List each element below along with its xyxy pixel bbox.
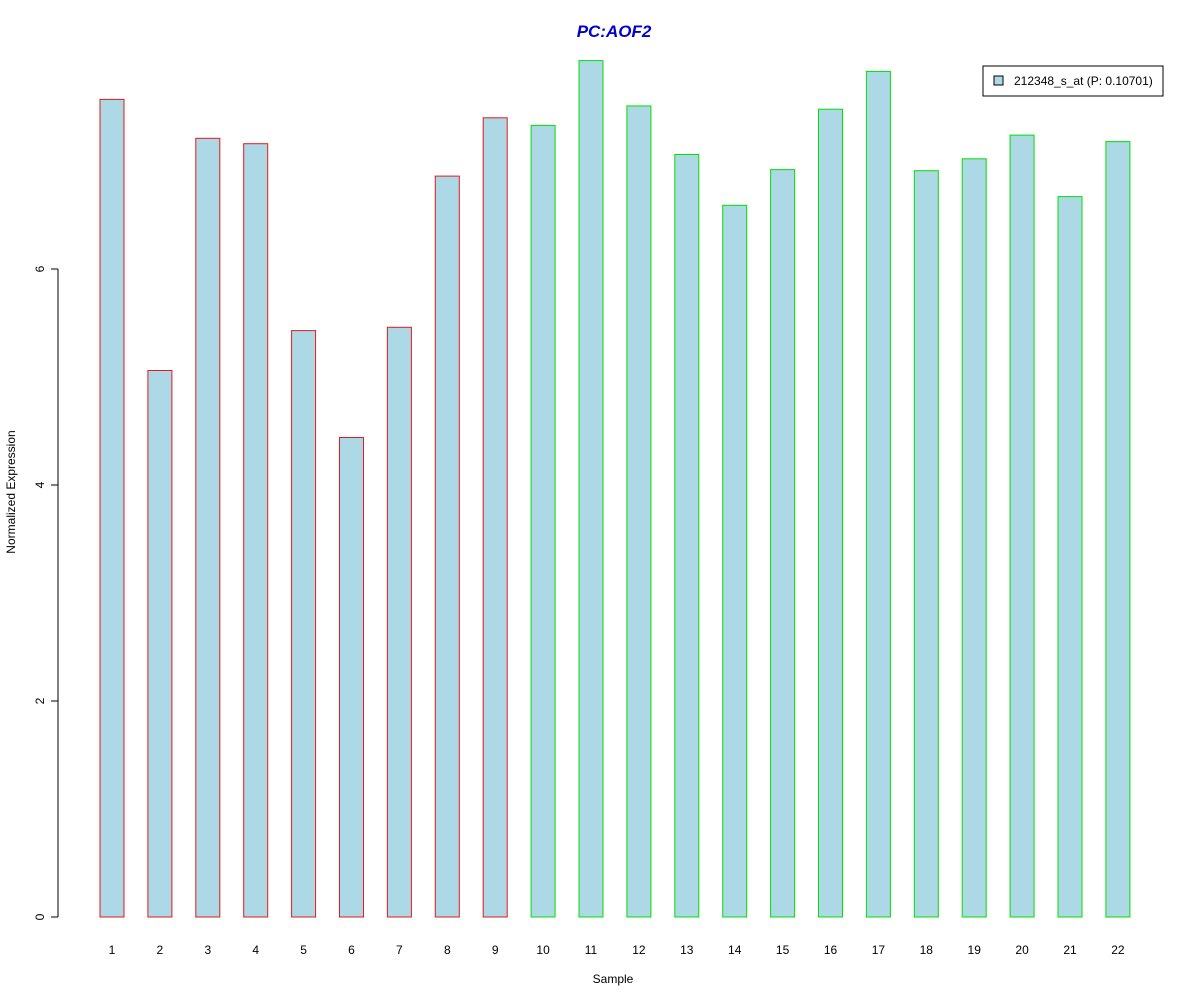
x-tick-label: 10 [536,943,550,957]
bar-sample-12 [626,105,652,918]
x-tick-label: 2 [157,943,164,957]
x-tick-label: 13 [680,943,694,957]
x-tick-label: 9 [492,943,499,957]
x-tick-label: 18 [920,943,934,957]
y-axis-label: Normalized Expression [4,430,18,553]
bar-sample-4 [243,143,269,918]
bar-sample-17 [865,70,891,918]
x-tick-label: 15 [776,943,790,957]
legend-swatch [993,75,1004,86]
y-tick-label: 6 [33,265,47,272]
bar-sample-6 [339,437,364,918]
bar-sample-8 [434,175,460,918]
x-tick-label: 21 [1063,943,1077,957]
x-tick-label: 6 [348,943,355,957]
bar-sample-11 [578,60,604,918]
x-tick-label: 11 [585,943,598,957]
x-tick-label: 3 [204,943,211,957]
bar-sample-18 [913,170,939,918]
bar-sample-7 [386,326,412,918]
bar-sample-2 [147,370,173,918]
x-tick-label: 8 [444,943,451,957]
bar-sample-21 [1057,196,1083,918]
bar-sample-3 [195,137,221,918]
bar-sample-1 [99,98,125,918]
x-tick-label: 12 [632,943,646,957]
legend: 212348_s_at (P: 0.10701) [982,65,1164,97]
legend-box [982,65,1164,97]
bar-sample-15 [770,169,796,918]
bar-sample-19 [961,158,987,918]
x-tick-label: 20 [1015,943,1029,957]
chart-title: PC:AOF2 [577,22,652,41]
y-tick-label: 2 [33,697,47,704]
x-tick-label: 1 [109,943,116,957]
bar-sample-13 [674,154,700,918]
bar-sample-9 [482,117,508,918]
bar-sample-22 [1105,141,1131,918]
bar-sample-20 [1009,134,1035,918]
x-tick-label: 19 [968,943,982,957]
x-tick-label: 4 [252,943,259,957]
x-axis-label: Sample [593,972,634,986]
bar-sample-5 [291,330,317,918]
bar-sample-16 [818,108,843,918]
bar-group [99,60,1131,918]
y-axis: 0 2 4 6 [33,265,59,920]
bar-sample-14 [722,204,748,918]
y-tick-label: 4 [33,481,47,488]
x-tick-label: 14 [728,943,742,957]
y-tick-label: 0 [33,913,47,920]
x-tick-label: 7 [396,943,403,957]
x-tick-label: 22 [1111,943,1125,957]
x-tick-labels: 1 2 3 4 5 6 7 8 9 10 11 12 13 14 15 16 17 18 19 20 21 22 [109,943,1125,957]
x-tick-label: 17 [872,943,886,957]
legend-series-label: 212348_s_at (P: 0.10701) [1014,74,1153,88]
x-tick-label: 16 [824,943,838,957]
x-tick-label: 5 [300,943,307,957]
bar-sample-10 [530,124,556,918]
